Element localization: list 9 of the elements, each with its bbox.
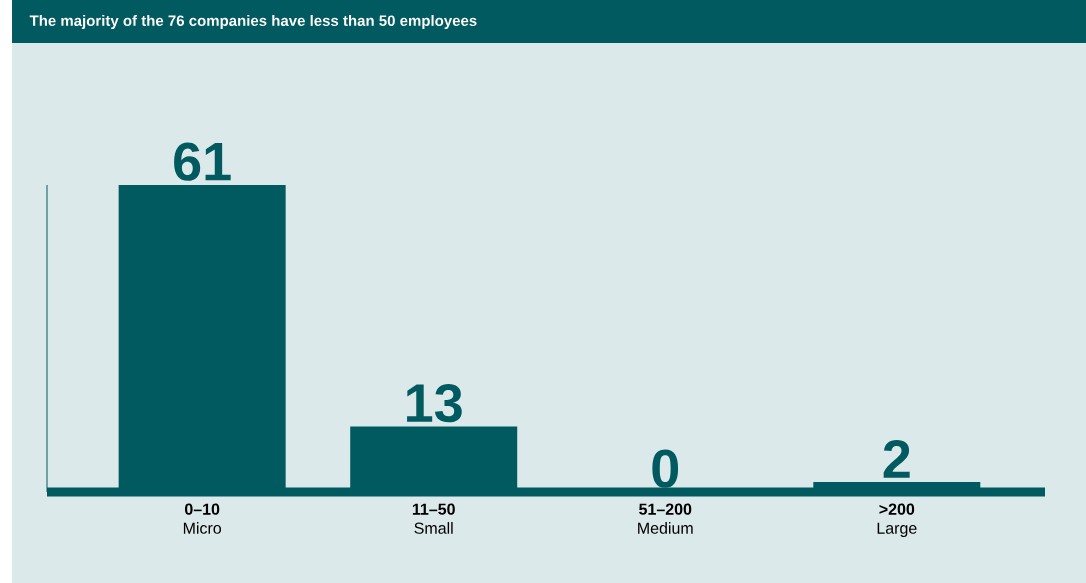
x-tick-label: 51–200 Medium	[638, 503, 693, 534]
x-tick-label: 11–50 Small	[412, 503, 455, 534]
x-tick-label: >200 Large	[877, 503, 917, 538]
x-tick-label: 0–10 Micro	[183, 503, 222, 534]
data-label: 61	[174, 142, 231, 181]
data-label: 13	[407, 384, 462, 423]
data-label: 2	[883, 440, 910, 478]
chart-title: The majority of the 76 companies have less than 50 employees	[29, 15, 477, 29]
data-label: 0	[652, 449, 679, 488]
